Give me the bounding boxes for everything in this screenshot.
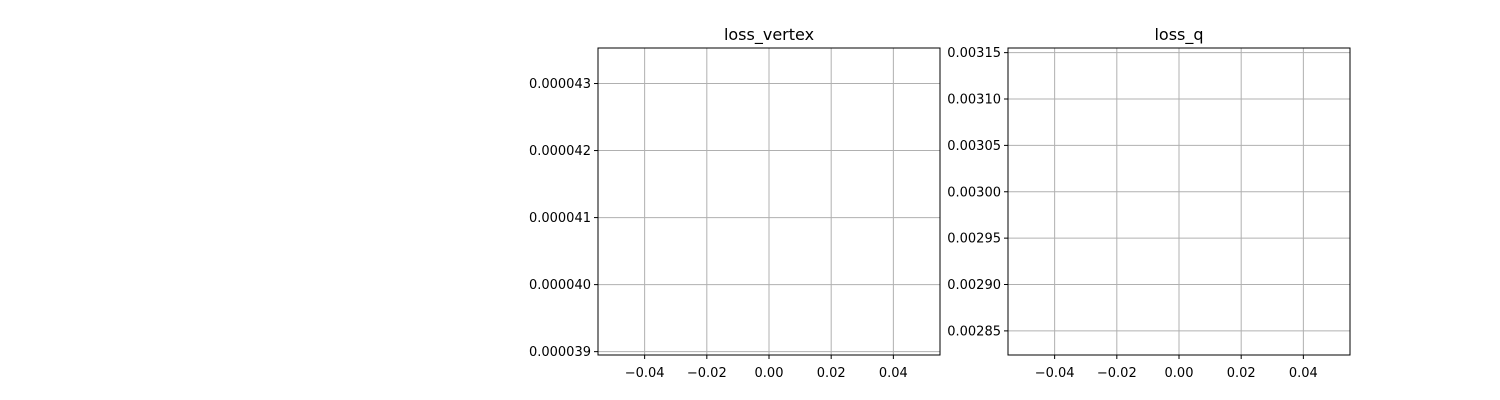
y-tick-label: 0.00285	[947, 324, 1001, 339]
y-tick-label: 0.00310	[947, 93, 1001, 108]
y-tick-label: 0.00290	[947, 278, 1001, 293]
y-tick-label: 0.000042	[529, 144, 591, 159]
x-tick-label: 0.02	[817, 366, 846, 381]
x-tick-label: 0.04	[1289, 366, 1318, 381]
grid	[598, 48, 940, 355]
chart-title: loss_vertex	[724, 25, 814, 45]
y-tick-label: 0.000041	[529, 211, 591, 226]
y-tick-label: 0.00305	[947, 139, 1001, 154]
ticks: −0.04 −0.02 0.00 0.02 0.04 0.000039 0.000040 0.…	[529, 77, 908, 381]
x-tick-label: 0.00	[1165, 366, 1194, 381]
y-tick-label: 0.000040	[529, 278, 591, 293]
x-tick-label: −0.04	[625, 366, 665, 381]
plot-frame	[597, 47, 941, 356]
chart-loss-q: loss_q −0.04 −0.02 0.00 0.02 0.04 0.00285 0.00…	[947, 25, 1351, 381]
x-tick-label: −0.02	[1097, 366, 1137, 381]
y-tick-label: 0.00300	[947, 185, 1001, 200]
ticks: −0.04 −0.02 0.00 0.02 0.04 0.00285 0.00290 0.00…	[947, 46, 1318, 381]
grid	[1008, 48, 1350, 355]
y-tick-label: 0.000039	[529, 345, 591, 360]
y-tick-label: 0.00315	[947, 46, 1001, 61]
x-tick-label: 0.00	[755, 366, 784, 381]
y-tick-label: 0.000043	[529, 77, 591, 92]
chart-loss-vertex: loss_vertex −0.04 −0.02 0.00 0.02 0.04 0.0000…	[529, 25, 941, 381]
x-tick-label: 0.02	[1227, 366, 1256, 381]
x-tick-label: 0.04	[879, 366, 908, 381]
x-tick-label: −0.02	[687, 366, 727, 381]
chart-title: loss_q	[1154, 25, 1203, 45]
y-tick-label: 0.00295	[947, 232, 1001, 247]
plot-frame	[1007, 47, 1351, 356]
x-tick-label: −0.04	[1035, 366, 1075, 381]
